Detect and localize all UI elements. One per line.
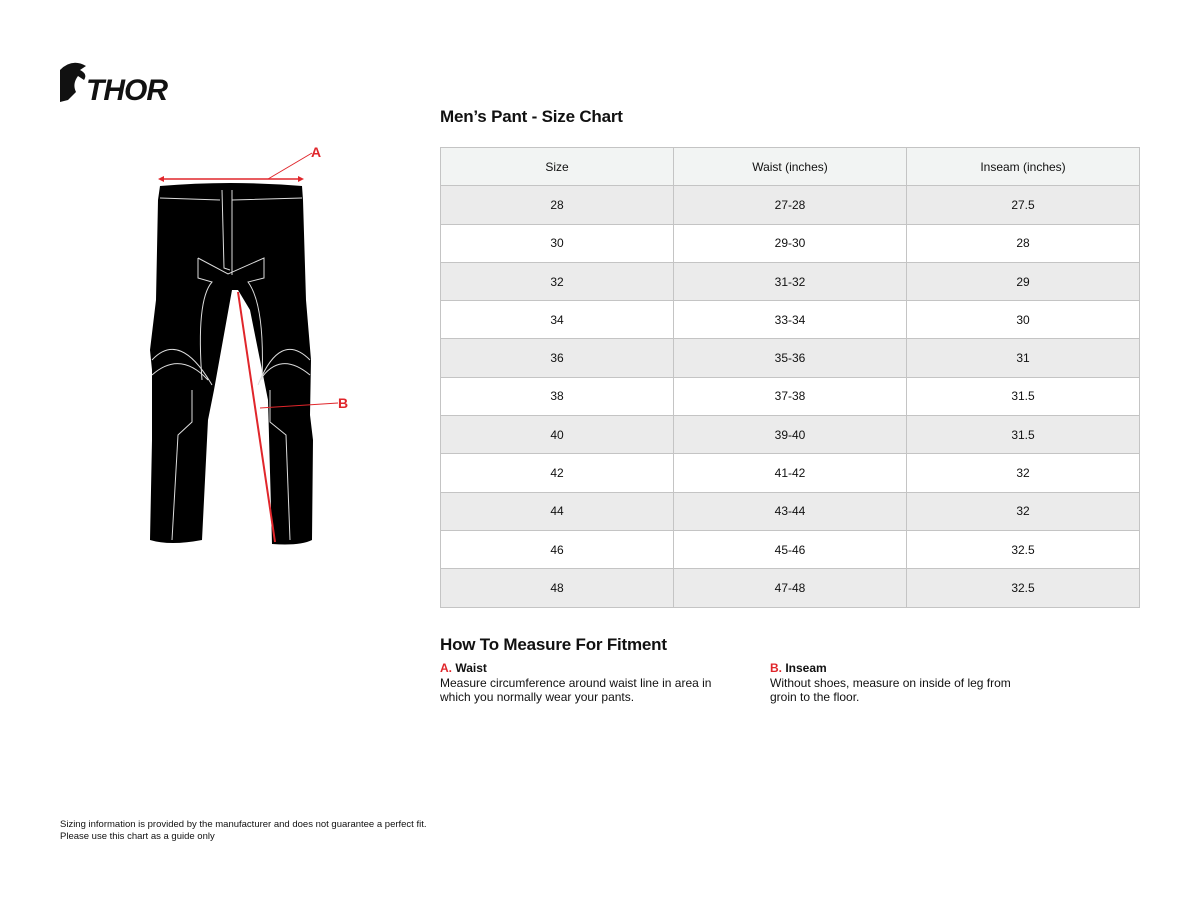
cell-inseam: 28: [906, 223, 1140, 263]
measure-waist: A. Waist Measure circumference around wa…: [440, 661, 740, 705]
cell-size: 48: [440, 568, 674, 608]
cell-size: 42: [440, 453, 674, 493]
cell-waist: 29-30: [673, 223, 907, 263]
svg-text:THOR: THOR: [86, 74, 168, 106]
cell-size: 34: [440, 300, 674, 340]
key-b: B.: [770, 661, 782, 675]
waist-text: Measure circumference around waist line …: [440, 675, 712, 705]
cell-inseam: 30: [906, 300, 1140, 340]
header-inseam: Inseam (inches): [906, 146, 1140, 187]
measure-heading: How To Measure For Fitment: [440, 635, 667, 654]
cell-inseam: 32.5: [906, 568, 1140, 608]
pants-diagram: [150, 152, 339, 545]
cell-size: 44: [440, 491, 674, 531]
cell-size: 36: [440, 338, 674, 378]
cell-size: 28: [440, 185, 674, 225]
label-b: B: [338, 395, 349, 411]
label-a: A: [311, 144, 322, 160]
cell-inseam: 32: [906, 453, 1140, 493]
cell-waist: 27-28: [673, 185, 907, 225]
size-chart-table: Size Waist (inches) Inseam (inches) 28 27…: [440, 146, 1140, 608]
cell-size: 40: [440, 415, 674, 455]
cell-waist: 39-40: [673, 415, 907, 455]
table-header-row: Size Waist (inches) Inseam (inches): [440, 146, 1140, 187]
cell-waist: 31-32: [673, 261, 907, 302]
table-row: 46 45-46 32.5: [440, 529, 1140, 570]
table-row: 30 29-30 28: [440, 223, 1140, 263]
cell-waist: 41-42: [673, 453, 907, 493]
cell-waist: 45-46: [673, 529, 907, 570]
cell-inseam: 29: [906, 261, 1140, 302]
cell-waist: 47-48: [673, 568, 907, 608]
cell-size: 38: [440, 376, 674, 417]
table-row: 42 41-42 32: [440, 453, 1140, 493]
cell-size: 46: [440, 529, 674, 570]
cell-waist: 33-34: [673, 300, 907, 340]
cell-inseam: 31.5: [906, 376, 1140, 417]
cell-waist: 35-36: [673, 338, 907, 378]
disclaimer: Sizing information is provided by the ma…: [60, 819, 427, 843]
cell-inseam: 32.5: [906, 529, 1140, 570]
table-row: 36 35-36 31: [440, 338, 1140, 378]
cell-inseam: 32: [906, 491, 1140, 531]
table-row: 44 43-44 32: [440, 491, 1140, 531]
key-a: A.: [440, 661, 452, 675]
table-row: 32 31-32 29: [440, 261, 1140, 302]
cell-waist: 37-38: [673, 376, 907, 417]
cell-inseam: 31: [906, 338, 1140, 378]
table-row: 34 33-34 30: [440, 300, 1140, 340]
waist-title: Waist: [455, 661, 487, 675]
disclaimer-line-1: Sizing information is provided by the ma…: [60, 819, 427, 830]
header-size: Size: [440, 146, 674, 187]
table-row: 38 37-38 31.5: [440, 376, 1140, 417]
table-row: 28 27-28 27.5: [440, 185, 1140, 225]
cell-size: 32: [440, 261, 674, 302]
page-title: Men’s Pant - Size Chart: [440, 107, 623, 126]
cell-inseam: 27.5: [906, 185, 1140, 225]
inseam-text: Without shoes, measure on inside of leg …: [770, 675, 1011, 705]
header-waist: Waist (inches): [673, 146, 907, 187]
table-row: 40 39-40 31.5: [440, 415, 1140, 455]
thor-logo: THOR: [60, 62, 169, 106]
table-row: 48 47-48 32.5: [440, 568, 1140, 608]
cell-size: 30: [440, 223, 674, 263]
inseam-title: Inseam: [785, 661, 827, 675]
disclaimer-line-2: Please use this chart as a guide only: [60, 831, 215, 842]
measure-inseam: B. Inseam Without shoes, measure on insi…: [770, 661, 1040, 705]
cell-inseam: 31.5: [906, 415, 1140, 455]
cell-waist: 43-44: [673, 491, 907, 531]
